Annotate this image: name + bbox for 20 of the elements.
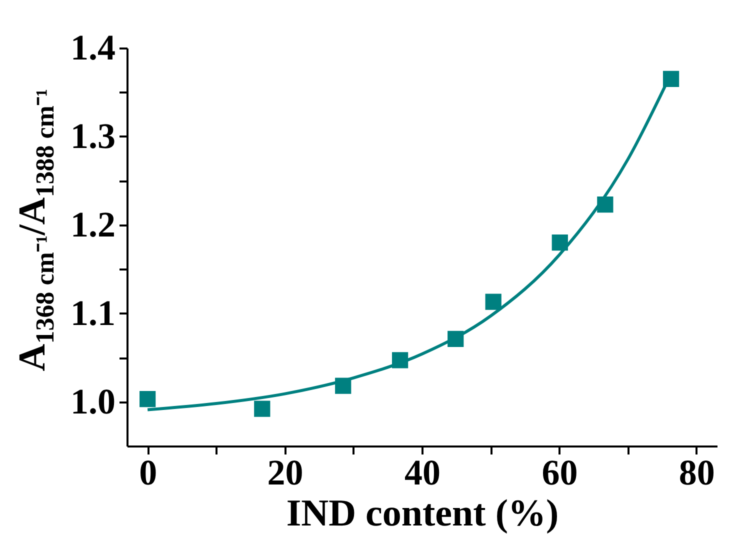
- point: [448, 330, 464, 348]
- y-tick-label: 1.4: [70, 28, 116, 68]
- point: [485, 294, 502, 310]
- point: [597, 196, 614, 213]
- x-tick-label: 80: [678, 452, 715, 492]
- point: [552, 234, 568, 251]
- y-tick-label: 1.1: [70, 292, 116, 333]
- y-tick-label: 1.2: [70, 204, 116, 244]
- y-tick-label: 1.3: [70, 116, 116, 156]
- point: [662, 70, 680, 88]
- x-axis-title: IND content (%): [286, 492, 559, 534]
- point: [254, 400, 270, 417]
- point: [392, 352, 408, 368]
- point: [335, 378, 352, 394]
- point: [140, 391, 156, 408]
- x-tick-label: 40: [404, 452, 440, 492]
- x-tick-label: 20: [267, 452, 304, 492]
- x-tick-label: 0: [139, 452, 158, 492]
- x-tick-label: 60: [542, 452, 578, 492]
- y-tick-label: 1.0: [70, 381, 116, 422]
